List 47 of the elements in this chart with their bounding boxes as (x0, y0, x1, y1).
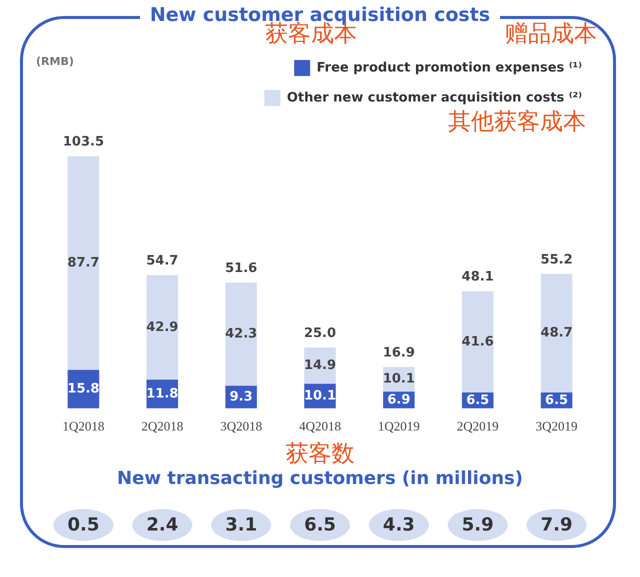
bar (146, 275, 178, 380)
data-label: 14.9 (304, 358, 336, 374)
data-label: 42.3 (225, 326, 258, 342)
total-label: 51.6 (225, 261, 258, 276)
x-tick-label: 2Q2018 (141, 418, 184, 434)
data-label: 15.8 (67, 382, 100, 397)
data-label: 6.5 (466, 392, 490, 408)
total-label: 55.2 (540, 252, 573, 268)
total-label: 103.5 (62, 134, 104, 150)
data-label: 7.9 (540, 514, 573, 536)
bar (225, 282, 257, 386)
total-label: 54.7 (146, 253, 178, 268)
data-label: 5.9 (462, 514, 494, 536)
data-label: 10.1 (382, 372, 415, 387)
x-tick-label: 2Q2019 (456, 418, 499, 434)
x-tick-label: 1Q2018 (62, 418, 104, 434)
total-label: 16.9 (382, 345, 415, 360)
data-label: 10.1 (304, 388, 336, 404)
x-tick-label: 3Q2018 (220, 418, 262, 434)
x-tick-label: 3Q2019 (536, 418, 578, 434)
text: 其他获客成本 (448, 108, 586, 137)
data-label: 6.9 (387, 392, 410, 408)
data-label: 42.9 (146, 320, 178, 335)
data-label: 6.5 (304, 514, 336, 536)
data-label: 4.3 (382, 514, 415, 536)
data-label: 2.4 (146, 514, 178, 536)
data-label: 41.6 (462, 334, 494, 350)
data-label: 87.7 (67, 255, 100, 270)
x-tick-label: 1Q2019 (378, 418, 420, 434)
x-tick-label: 4Q2018 (299, 418, 341, 434)
legend-label: Free product promotion expenses ⁽¹⁾ (316, 60, 582, 76)
bar (540, 274, 572, 393)
data-label: 6.5 (545, 392, 568, 408)
data-label: 11.8 (146, 386, 178, 402)
total-label: 25.0 (304, 326, 336, 341)
y-axis-title: (RMB) (36, 54, 74, 68)
text: New transacting customers (in millions) (107, 468, 533, 489)
text: 获客数 (284, 440, 356, 469)
data-label: 0.5 (67, 514, 100, 536)
text: 赠品成本 (505, 20, 597, 49)
bar (68, 156, 100, 370)
data-label: 9.3 (230, 389, 253, 404)
data-label: 48.7 (540, 326, 573, 341)
total-label: 48.1 (462, 270, 494, 285)
bar (462, 291, 494, 393)
data-label: 3.1 (225, 514, 258, 536)
legend-label: Other new customer acquisition costs ⁽²⁾ (286, 90, 582, 106)
